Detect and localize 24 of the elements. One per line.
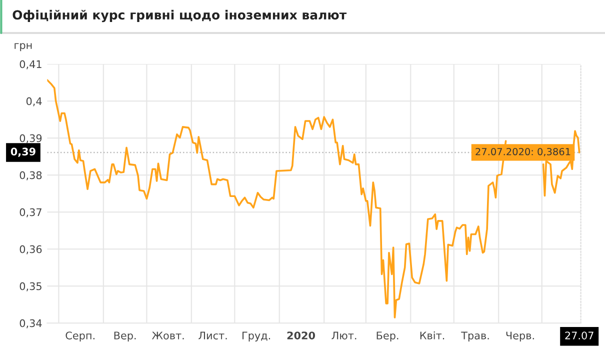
x-tick-label: Квіт. — [420, 331, 444, 340]
x-tick-label: Груд. — [242, 332, 270, 342]
x-tick-label: 27.07 — [565, 332, 594, 340]
x-tick-label: Черв. — [506, 332, 534, 342]
chart-title: Офіційний курс гривні щодо іноземних валют — [12, 10, 347, 22]
x-tick-label: Серп. — [66, 332, 94, 342]
y-tick-label: 0,38 — [20, 171, 42, 180]
y-tick-label: 0,41 — [20, 60, 42, 70]
annotation: 27.07.2020: 0,3861 — [476, 148, 570, 156]
x-tick-label: Лист. — [198, 332, 227, 340]
y-tick-label: 0,36 — [20, 245, 42, 254]
y-axis-title: грн — [14, 43, 32, 52]
y-tick-label: 0,37 — [20, 208, 42, 218]
x-tick-label: Лют. — [332, 332, 356, 340]
x-tick-label: 2020 — [287, 332, 316, 340]
x-tick-label: Бер. — [376, 332, 398, 342]
y-tick-label: 0,35 — [20, 282, 42, 292]
x-tick-label: Трав. — [461, 332, 489, 342]
y-tick-label: 0,4 — [26, 97, 42, 106]
y-tick-label: 0,39 — [20, 134, 42, 144]
x-tick-label: Вер. — [114, 332, 136, 342]
ref-line-label: 0,39 — [10, 148, 36, 157]
x-tick-label: Жовт. — [152, 332, 184, 340]
y-tick-label: 0,34 — [20, 319, 42, 328]
